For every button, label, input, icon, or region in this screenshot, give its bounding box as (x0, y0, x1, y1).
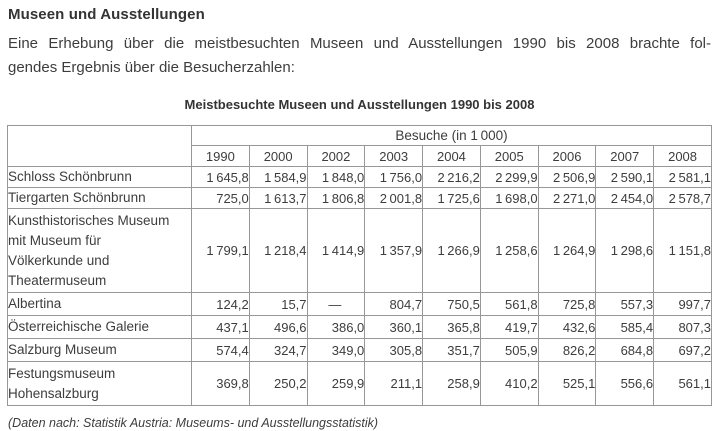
value-cell: 1 258,6 (479, 208, 539, 293)
value-cell: 997,7 (653, 292, 712, 316)
source-note: (Daten nach: Statistik Austria: Museums-… (8, 416, 379, 430)
value-cell: 305,8 (364, 338, 424, 362)
intro-line-1: Eine Erhebung über die meistbesuchten Mu… (8, 35, 711, 52)
year-header: 2002 (306, 145, 366, 167)
value-cell: 585,4 (595, 315, 655, 339)
value-cell: 1 645,8 (191, 166, 250, 188)
table-row: Albertina 124,2 15,7 — 804,7 750,5 561,8… (7, 292, 712, 316)
page-heading: Museen und Ausstellungen (8, 6, 205, 23)
value-cell: 496,6 (248, 315, 308, 339)
year-header: 1990 (191, 145, 250, 167)
group-header-row: Besuche (in 1 000) (7, 125, 712, 167)
museum-name: Österreichische Galerie (7, 315, 192, 339)
value-cell: 386,0 (306, 315, 366, 339)
value-cell: 556,6 (595, 361, 655, 406)
value-cell: 525,1 (537, 361, 597, 406)
value-cell: 561,8 (479, 292, 539, 316)
value-cell: 684,8 (595, 338, 655, 362)
value-cell: 807,3 (653, 315, 712, 339)
value-cell: 360,1 (364, 315, 424, 339)
value-cell: 804,7 (364, 292, 424, 316)
value-cell: 2 578,7 (653, 187, 712, 209)
museum-name: Schloss Schönbrunn (7, 166, 192, 188)
value-cell: 1 698,0 (479, 187, 539, 209)
value-cell: 1 848,0 (306, 166, 366, 188)
value-cell: 1 266,9 (422, 208, 481, 293)
year-header: 2008 (653, 145, 712, 167)
value-cell: 432,6 (537, 315, 597, 339)
year-header: 2007 (595, 145, 655, 167)
value-cell: 1 613,7 (248, 187, 308, 209)
table-row: Salzburg Museum 574,4 324,7 349,0 305,8 … (7, 338, 712, 362)
value-cell: 324,7 (248, 338, 308, 362)
value-cell: 2 299,9 (479, 166, 539, 188)
value-cell: 557,3 (595, 292, 655, 316)
value-cell: 826,2 (537, 338, 597, 362)
value-cell: 15,7 (248, 292, 308, 316)
museum-name: Kunsthistorisches Museum mit Museum für … (7, 208, 192, 293)
table-title: Meistbesuchte Museen und Ausstellungen 1… (184, 97, 535, 112)
museum-name: Festungsmuseum Hohensalzburg (7, 361, 192, 406)
value-cell: 2 454,0 (595, 187, 655, 209)
museum-name: Salzburg Museum (7, 338, 192, 362)
intro-line-2: gendes Ergebnis über die Besucherzahlen: (8, 59, 295, 76)
value-cell: 561,1 (653, 361, 712, 406)
year-header: 2005 (479, 145, 539, 167)
group-header: Besuche (in 1 000) (191, 125, 712, 146)
value-cell: 1 799,1 (191, 208, 250, 293)
value-cell: 1 264,9 (537, 208, 597, 293)
visitors-table: Besuche (in 1 000) 1990 2000 2002 2003 2… (7, 125, 712, 406)
table-row: Kunsthistorisches Museum mit Museum für … (7, 208, 712, 293)
value-cell: 250,2 (248, 361, 308, 406)
value-cell: 2 590,1 (595, 166, 655, 188)
value-cell: 1 806,8 (306, 187, 366, 209)
table-row: Schloss Schönbrunn 1 645,8 1 584,9 1 848… (7, 166, 712, 188)
year-header-row: 1990 2000 2002 2003 2004 2005 2006 2007 … (8, 145, 712, 167)
value-cell: 351,7 (422, 338, 481, 362)
year-header: 2003 (364, 145, 424, 167)
table-row: Tiergarten Schönbrunn 725,0 1 613,7 1 80… (7, 187, 712, 209)
value-cell: 1 725,6 (422, 187, 481, 209)
value-cell: 2 581,1 (653, 166, 712, 188)
value-cell: 574,4 (191, 338, 250, 362)
value-cell: 2 506,9 (537, 166, 597, 188)
corner-cell (7, 125, 192, 167)
value-cell: 1 756,0 (364, 166, 424, 188)
year-header: 2004 (422, 145, 481, 167)
value-cell: 349,0 (306, 338, 366, 362)
value-cell: 505,9 (479, 338, 539, 362)
value-cell: — (306, 292, 366, 316)
value-cell: 437,1 (191, 315, 250, 339)
value-cell: 258,9 (422, 361, 481, 406)
value-cell: 1 151,8 (653, 208, 712, 293)
intro-paragraph: Eine Erhebung über die meistbesuchten Mu… (8, 32, 711, 80)
museum-name: Tiergarten Schönbrunn (7, 187, 192, 209)
value-cell: 211,1 (364, 361, 424, 406)
value-cell: 2 271,0 (537, 187, 597, 209)
table-row: Festungsmuseum Hohensalzburg 369,8 250,2… (7, 361, 712, 406)
value-cell: 725,8 (537, 292, 597, 316)
value-cell: 750,5 (422, 292, 481, 316)
value-cell: 410,2 (479, 361, 539, 406)
value-cell: 1 414,9 (306, 208, 366, 293)
value-cell: 124,2 (191, 292, 250, 316)
value-cell: 2 001,8 (364, 187, 424, 209)
value-cell: 725,0 (191, 187, 250, 209)
value-cell: 365,8 (422, 315, 481, 339)
value-cell: 1 298,6 (595, 208, 655, 293)
table-row: Österreichische Galerie 437,1 496,6 386,… (7, 315, 712, 339)
value-cell: 259,9 (306, 361, 366, 406)
year-header: 2006 (537, 145, 597, 167)
value-cell: 419,7 (479, 315, 539, 339)
value-cell: 2 216,2 (422, 166, 481, 188)
value-cell: 697,2 (653, 338, 712, 362)
year-header: 2000 (248, 145, 308, 167)
value-cell: 1 357,9 (364, 208, 424, 293)
value-cell: 1 584,9 (248, 166, 308, 188)
value-cell: 369,8 (191, 361, 250, 406)
museum-name: Albertina (7, 292, 192, 316)
value-cell: 1 218,4 (248, 208, 308, 293)
